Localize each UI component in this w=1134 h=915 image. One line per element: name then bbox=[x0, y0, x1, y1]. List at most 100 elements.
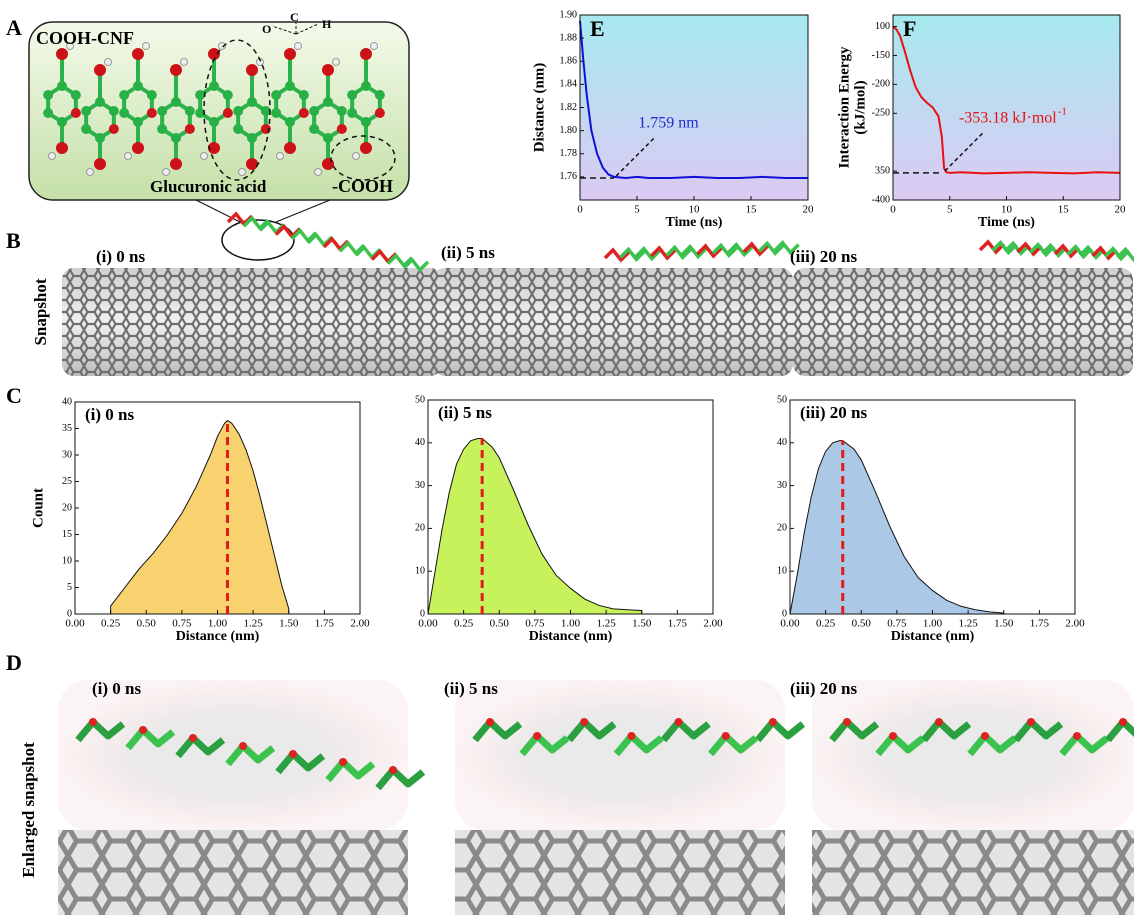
panel-label: C bbox=[6, 383, 22, 408]
y-tick-label: 30 bbox=[415, 480, 425, 491]
atom bbox=[43, 108, 53, 118]
atom bbox=[285, 81, 295, 91]
atom bbox=[323, 133, 333, 143]
atom bbox=[360, 48, 372, 60]
chart: 05101520253035400.000.250.500.751.001.25… bbox=[30, 396, 370, 644]
atom bbox=[361, 81, 371, 91]
atom-label: C bbox=[290, 10, 299, 24]
atom bbox=[125, 153, 132, 160]
y-tick-label: 350 bbox=[875, 165, 890, 176]
x-tick-label: 0 bbox=[890, 204, 896, 216]
atom bbox=[171, 97, 181, 107]
atom bbox=[315, 169, 322, 176]
snapshot-label: (i) 0 ns bbox=[92, 679, 142, 698]
nanotube-mesh bbox=[455, 830, 785, 915]
atom bbox=[533, 732, 541, 740]
y-tick-label: -150 bbox=[872, 50, 890, 61]
x-tick-label: 20 bbox=[803, 204, 815, 216]
snapshot-label: (ii) 5 ns bbox=[444, 679, 498, 698]
x-tick-label: 0.75 bbox=[887, 618, 907, 630]
atom bbox=[389, 766, 397, 774]
panel-a-title: COOH-CNF bbox=[36, 28, 134, 48]
y-tick-label: 30 bbox=[777, 480, 787, 491]
atom bbox=[299, 90, 309, 100]
atom-label: H bbox=[322, 17, 332, 31]
x-tick-label: 1.75 bbox=[668, 618, 688, 630]
x-tick-label: 0.50 bbox=[137, 618, 157, 630]
x-tick-label: 0.50 bbox=[490, 618, 510, 630]
panel-label: E bbox=[590, 16, 605, 41]
atom bbox=[580, 718, 588, 726]
atom bbox=[223, 108, 233, 118]
snapshot-label: (ii) 5 ns bbox=[441, 243, 495, 262]
x-tick-label: 2.00 bbox=[703, 618, 723, 630]
y-tick-label: 1.84 bbox=[560, 79, 578, 90]
y-axis-label: (kJ/mol) bbox=[852, 80, 868, 134]
atom bbox=[239, 169, 246, 176]
atom bbox=[56, 48, 68, 60]
atom bbox=[157, 124, 167, 134]
atom bbox=[95, 133, 105, 143]
atom bbox=[133, 117, 143, 127]
atom bbox=[132, 142, 144, 154]
y-tick-label: 40 bbox=[62, 396, 72, 407]
atom bbox=[627, 732, 635, 740]
y-tick-label: 1.86 bbox=[560, 56, 578, 67]
y-tick-label: 40 bbox=[777, 437, 787, 448]
y-tick-label: 1.80 bbox=[560, 125, 578, 136]
atom bbox=[185, 124, 195, 134]
atom bbox=[247, 97, 257, 107]
area bbox=[111, 421, 289, 614]
x-tick-label: 0.25 bbox=[101, 618, 121, 630]
y-tick-label: -400 bbox=[872, 194, 890, 205]
atom bbox=[94, 64, 106, 76]
y-tick-label: 1.76 bbox=[560, 171, 578, 182]
atom bbox=[323, 97, 333, 107]
atom bbox=[57, 117, 67, 127]
atom bbox=[209, 81, 219, 91]
atom bbox=[981, 732, 989, 740]
atom bbox=[246, 64, 258, 76]
x-tick-label: 1.25 bbox=[244, 618, 264, 630]
atom bbox=[889, 732, 897, 740]
y-tick-label: 1.82 bbox=[560, 102, 578, 113]
atom bbox=[285, 117, 295, 127]
side-label: Snapshot bbox=[31, 278, 50, 345]
y-tick-label: -200 bbox=[872, 79, 890, 90]
atom bbox=[181, 59, 188, 66]
x-axis-label: Time (ns) bbox=[978, 215, 1035, 230]
nanotube-mesh bbox=[793, 268, 1133, 376]
atom bbox=[769, 718, 777, 726]
x-tick-label: 5 bbox=[947, 204, 953, 216]
area bbox=[790, 441, 1004, 614]
atom bbox=[271, 108, 281, 118]
x-axis-label: Distance (nm) bbox=[529, 629, 613, 644]
atom bbox=[81, 106, 91, 116]
atom bbox=[105, 59, 112, 66]
atom bbox=[371, 43, 378, 50]
annotation: -353.18 kJ·mol bbox=[959, 110, 1057, 127]
annotation: Glucuronic acid bbox=[150, 177, 267, 196]
y-tick-label: 10 bbox=[777, 565, 787, 576]
atom bbox=[87, 169, 94, 176]
atom bbox=[195, 90, 205, 100]
chart: 010203040500.000.250.500.751.001.251.501… bbox=[415, 394, 723, 644]
x-tick-label: 10 bbox=[1001, 204, 1013, 216]
atom bbox=[722, 732, 730, 740]
atom bbox=[375, 108, 385, 118]
atom bbox=[171, 133, 181, 143]
x-tick-label: 1.00 bbox=[208, 618, 228, 630]
x-tick-label: 2.00 bbox=[1065, 618, 1085, 630]
y-tick-label: -250 bbox=[872, 108, 890, 119]
atom bbox=[170, 64, 182, 76]
nanotube-mesh bbox=[62, 268, 442, 376]
atom bbox=[347, 90, 357, 100]
atom bbox=[201, 153, 208, 160]
atom bbox=[170, 158, 182, 170]
atom bbox=[486, 718, 494, 726]
x-axis-label: Distance (nm) bbox=[176, 629, 260, 644]
chart-title: (iii) 20 ns bbox=[800, 403, 867, 422]
y-tick-label: 20 bbox=[415, 523, 425, 534]
x-tick-label: 0.00 bbox=[418, 618, 438, 630]
atom bbox=[71, 108, 81, 118]
